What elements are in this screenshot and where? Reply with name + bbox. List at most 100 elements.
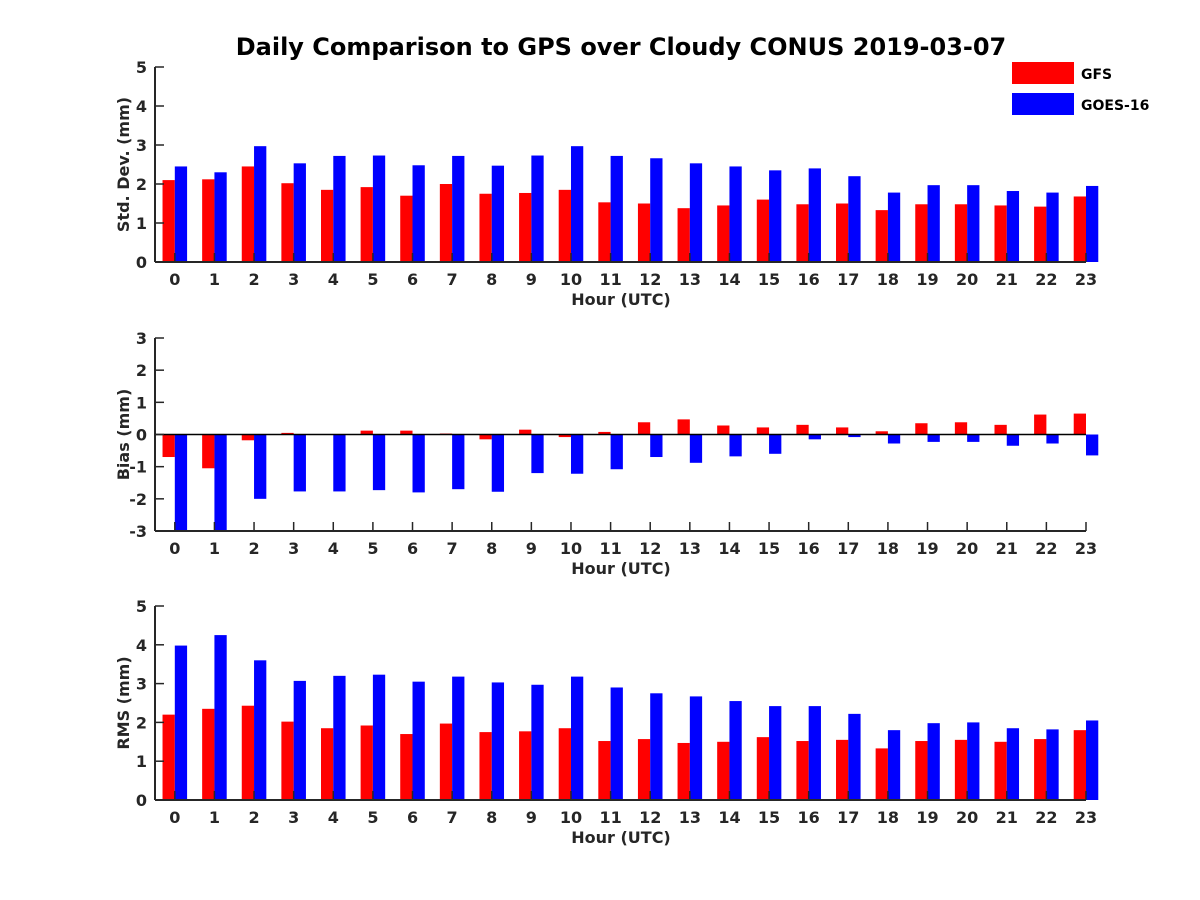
bar-goes-16-15 xyxy=(769,706,782,800)
bar-goes-16-3 xyxy=(293,680,306,800)
x-tick-label: 21 xyxy=(996,270,1018,289)
bar-gfs-15 xyxy=(756,199,770,262)
bar-goes-16-18 xyxy=(887,434,901,444)
bar-goes-16-12 xyxy=(650,693,663,800)
bar-gfs-2 xyxy=(241,166,255,262)
x-tick-label: 16 xyxy=(798,539,820,558)
x-tick-label: 12 xyxy=(639,539,661,558)
x-tick-label: 20 xyxy=(956,539,978,558)
bar-gfs-7 xyxy=(439,723,453,800)
bar-gfs-19 xyxy=(915,423,928,435)
bar-goes-16-21 xyxy=(1006,434,1020,446)
bar-gfs-3 xyxy=(281,721,294,800)
x-tick-label: 20 xyxy=(956,270,978,289)
y-axis-label: Bias (mm) xyxy=(114,389,133,481)
bar-goes-16-1 xyxy=(214,172,227,262)
bar-goes-16-22 xyxy=(1046,729,1059,800)
legend-swatch-goes-16 xyxy=(1012,93,1074,115)
bar-goes-16-23 xyxy=(1086,185,1099,262)
bar-gfs-20 xyxy=(954,422,968,435)
bar-gfs-16 xyxy=(796,204,809,262)
bar-goes-16-13 xyxy=(689,163,703,262)
bar-goes-16-15 xyxy=(769,170,782,262)
bar-goes-16-5 xyxy=(372,434,386,491)
x-tick-label: 7 xyxy=(447,539,458,558)
bar-gfs-14 xyxy=(717,205,730,262)
x-tick-label: 8 xyxy=(486,808,497,827)
x-tick-label: 12 xyxy=(639,808,661,827)
bar-goes-16-7 xyxy=(452,434,465,490)
bar-goes-16-0 xyxy=(174,166,188,262)
bar-goes-16-8 xyxy=(491,682,505,800)
x-tick-label: 0 xyxy=(169,808,180,827)
bar-goes-16-12 xyxy=(650,434,663,458)
bar-goes-16-23 xyxy=(1086,720,1099,800)
bar-goes-16-14 xyxy=(729,701,742,800)
bar-goes-16-11 xyxy=(610,434,623,470)
x-tick-label: 8 xyxy=(486,270,497,289)
x-tick-label: 5 xyxy=(367,270,378,289)
x-tick-label: 1 xyxy=(209,539,220,558)
bar-gfs-1 xyxy=(202,708,215,800)
bar-gfs-16 xyxy=(796,741,809,800)
bar-gfs-22 xyxy=(1034,206,1047,262)
x-tick-label: 14 xyxy=(718,270,740,289)
x-tick-label: 13 xyxy=(679,539,701,558)
y-tick-label: 2 xyxy=(136,713,147,732)
y-tick-label: 0 xyxy=(136,253,147,272)
y-axis-label: Std. Dev. (mm) xyxy=(114,97,133,232)
x-tick-label: 15 xyxy=(758,808,780,827)
bar-goes-16-8 xyxy=(491,434,505,492)
x-tick-label: 13 xyxy=(679,808,701,827)
bar-gfs-18 xyxy=(875,210,888,262)
bar-goes-16-9 xyxy=(531,684,544,800)
bar-goes-16-10 xyxy=(570,676,584,800)
bar-goes-16-5 xyxy=(372,674,386,800)
bar-goes-16-3 xyxy=(293,163,306,262)
y-tick-label: 4 xyxy=(136,97,147,116)
x-tick-label: 23 xyxy=(1075,808,1097,827)
bar-goes-16-11 xyxy=(610,155,623,262)
x-tick-label: 8 xyxy=(486,539,497,558)
bar-gfs-12 xyxy=(637,739,651,800)
x-tick-label: 15 xyxy=(758,539,780,558)
bar-goes-16-1 xyxy=(214,434,227,531)
x-tick-label: 17 xyxy=(837,808,859,827)
legend-label-gfs: GFS xyxy=(1081,67,1112,83)
x-tick-label: 7 xyxy=(447,270,458,289)
x-tick-label: 3 xyxy=(288,808,299,827)
bar-goes-16-6 xyxy=(412,165,425,262)
bar-goes-16-17 xyxy=(848,713,861,800)
bar-goes-16-5 xyxy=(372,155,386,262)
bar-gfs-3 xyxy=(281,432,294,435)
x-tick-label: 9 xyxy=(526,539,537,558)
x-tick-label: 4 xyxy=(328,808,339,827)
bar-gfs-10 xyxy=(558,434,571,438)
bar-goes-16-14 xyxy=(729,166,742,262)
x-tick-label: 10 xyxy=(560,539,582,558)
y-tick-label: 1 xyxy=(136,393,147,412)
bar-goes-16-17 xyxy=(848,176,861,262)
x-tick-label: 23 xyxy=(1075,270,1097,289)
bar-gfs-23 xyxy=(1073,196,1086,262)
bar-gfs-0 xyxy=(162,714,175,800)
bar-gfs-21 xyxy=(994,424,1007,435)
bar-goes-16-21 xyxy=(1006,191,1020,262)
bar-gfs-17 xyxy=(836,203,849,262)
bar-gfs-1 xyxy=(202,179,215,262)
x-tick-label: 19 xyxy=(916,539,938,558)
y-tick-label: 1 xyxy=(136,214,147,233)
bar-gfs-13 xyxy=(677,419,690,435)
bar-gfs-5 xyxy=(360,430,373,435)
bar-goes-16-11 xyxy=(610,687,623,800)
x-tick-label: 19 xyxy=(916,270,938,289)
bar-goes-16-22 xyxy=(1046,192,1059,262)
bar-gfs-9 xyxy=(519,731,532,800)
bar-goes-16-6 xyxy=(412,681,425,800)
bar-goes-16-4 xyxy=(333,155,346,262)
x-tick-label: 0 xyxy=(169,270,180,289)
bar-gfs-16 xyxy=(796,424,809,435)
